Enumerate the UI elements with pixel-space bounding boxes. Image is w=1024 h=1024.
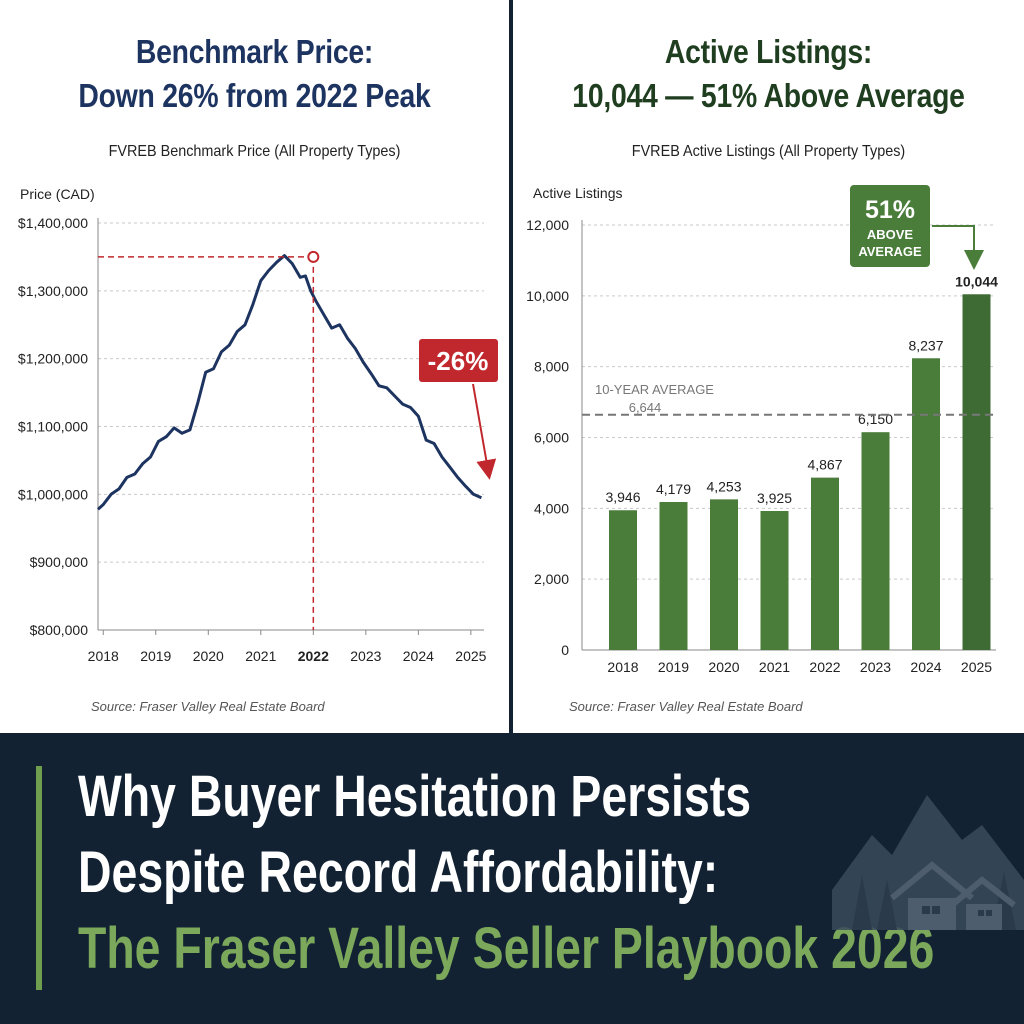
y-tick-label: 8,000 — [534, 359, 569, 375]
x-tick-label: 2019 — [658, 659, 689, 675]
y-tick-label: 2,000 — [534, 571, 569, 587]
listings-title-line1: Active Listings: — [664, 33, 873, 70]
benchmark-price-panel: Benchmark Price: Down 26% from 2022 Peak… — [0, 0, 509, 733]
listings-bar — [811, 477, 839, 650]
listings-bar — [861, 432, 890, 650]
y-tick-label: $1,400,000 — [18, 215, 88, 231]
headline-line-3: The Fraser Valley Seller Playbook 2026 — [78, 916, 935, 981]
y-tick-label: $1,300,000 — [18, 283, 88, 299]
benchmark-title-line2: Down 26% from 2022 Peak — [78, 77, 431, 114]
benchmark-chart-subtitle: FVREB Benchmark Price (All Property Type… — [108, 143, 401, 160]
benchmark-price-title: Benchmark Price: Down 26% from 2022 Peak — [36, 30, 474, 118]
mountain-house-logo-icon — [832, 795, 1024, 930]
callout-line-2: ABOVE — [867, 227, 914, 242]
callout-percent: 51% — [865, 196, 915, 224]
above-average-callout — [850, 185, 930, 267]
listings-bar — [609, 510, 637, 650]
listings-bar — [912, 358, 940, 650]
panel-divider — [509, 0, 513, 733]
y-tick-label: $1,200,000 — [18, 351, 88, 367]
bar-value-label: 3,946 — [605, 489, 640, 505]
x-tick-label: 2021 — [759, 659, 790, 675]
active-listings-bar-chart: Active Listings 0 2,000 4,000 6,000 8,000 10,0… — [526, 185, 998, 675]
benchmark-source-note: Source: Fraser Valley Real Estate Board — [91, 699, 325, 714]
listings-chart-subtitle: FVREB Active Listings (All Property Type… — [631, 143, 906, 160]
bar-value-label: 8,237 — [908, 337, 943, 353]
y-axis-label: Price (CAD) — [20, 186, 95, 202]
x-tick-label: 2018 — [607, 659, 638, 675]
peak-point-marker — [307, 250, 320, 263]
y-tick-label: 0 — [561, 642, 569, 658]
callout-arrow — [932, 225, 984, 270]
x-tick-label: 2023 — [860, 659, 891, 675]
y-tick-label: 6,000 — [534, 430, 569, 446]
x-tick-label: 2021 — [245, 648, 276, 664]
y-tick-label: $1,100,000 — [18, 419, 88, 435]
listings-bar — [710, 499, 738, 650]
benchmark-price-line-chart: Price (CAD) $800,000 $900,000 $1,000,000 $1,… — [18, 186, 498, 664]
bar-value-label: 6,150 — [858, 411, 893, 427]
active-listings-title: Active Listings: 10,044 — 51% Above Aver… — [549, 30, 988, 118]
y-tick-label: 4,000 — [534, 500, 569, 516]
benchmark-price-series-line — [96, 254, 482, 511]
x-tick-label: 2024 — [403, 648, 434, 664]
x-tick-label: 2024 — [910, 659, 941, 675]
y-tick-label: $900,000 — [30, 554, 89, 570]
x-tick-label: 2025 — [455, 648, 486, 664]
y-axis-label: Active Listings — [533, 185, 622, 201]
average-value-label: 6,644 — [629, 400, 662, 415]
x-tick-label: 2019 — [140, 648, 171, 664]
headline-accent-bar — [36, 766, 42, 990]
callout-line-3: AVERAGE — [858, 244, 922, 259]
x-tick-label: 2018 — [88, 648, 119, 664]
decline-arrow — [472, 383, 497, 480]
decline-badge — [419, 339, 498, 382]
bar-value-label: 10,044 — [955, 273, 998, 289]
listings-bar — [760, 510, 789, 650]
bar-value-label: 4,179 — [656, 481, 691, 497]
headline-line-2: Despite Record Affordability: — [78, 840, 719, 905]
x-tick-label: 2022 — [809, 659, 840, 675]
listings-title-line2: 10,044 — 51% Above Average — [572, 77, 965, 114]
decline-badge-label: -26% — [428, 346, 489, 376]
x-tick-label: 2023 — [350, 648, 381, 664]
x-tick-label-highlight: 2022 — [298, 648, 329, 664]
y-tick-label: $800,000 — [30, 622, 89, 638]
listings-source-note: Source: Fraser Valley Real Estate Board — [569, 699, 803, 714]
x-tick-label: 2020 — [193, 648, 224, 664]
bar-value-label: 4,253 — [706, 478, 741, 494]
active-listings-panel: Active Listings: 10,044 — 51% Above Aver… — [513, 0, 1024, 733]
bar-value-label: 4,867 — [807, 457, 842, 473]
y-tick-label: 12,000 — [526, 217, 569, 233]
bar-value-label: 3,925 — [757, 490, 792, 506]
x-tick-label: 2025 — [961, 659, 992, 675]
average-label: 10-YEAR AVERAGE — [595, 382, 714, 397]
headline-line-1: Why Buyer Hesitation Persists — [78, 764, 752, 829]
benchmark-title-line1: Benchmark Price: — [135, 33, 374, 70]
x-tick-label: 2020 — [708, 659, 739, 675]
listings-bar — [962, 294, 991, 650]
listings-bar — [659, 501, 688, 650]
y-tick-label: $1,000,000 — [18, 486, 88, 502]
y-tick-label: 10,000 — [526, 288, 569, 304]
